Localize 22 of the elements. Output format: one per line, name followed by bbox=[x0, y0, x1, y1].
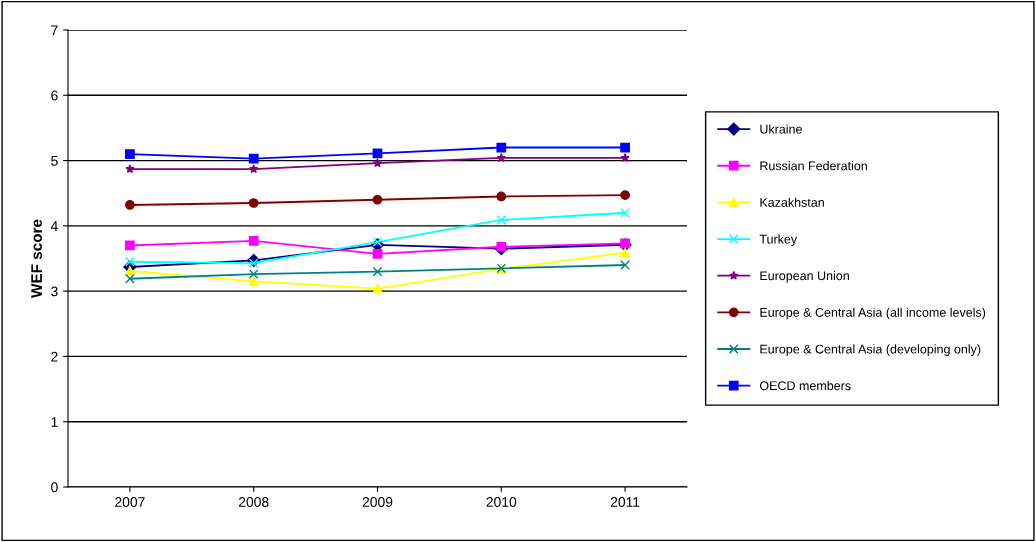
y-tick-label: 2 bbox=[51, 351, 58, 362]
x-tick-label: 2011 bbox=[610, 497, 640, 507]
y-tick-label: 3 bbox=[51, 286, 58, 297]
y-tick-label: 7 bbox=[51, 25, 58, 36]
y-tick-label: 0 bbox=[51, 482, 58, 493]
legend-label: Turkey bbox=[759, 234, 798, 246]
legend-label: OECD members bbox=[759, 380, 851, 391]
x-tick-label: 2007 bbox=[115, 497, 145, 507]
legend-label: Kazakhstan bbox=[760, 197, 824, 207]
y-tick-label: 6 bbox=[51, 90, 58, 101]
legend-label: Europe & Central Asia (all income levels) bbox=[760, 307, 986, 320]
y-tick-label: 5 bbox=[51, 156, 58, 166]
y-axis-title: WEF score bbox=[31, 219, 42, 298]
legend-label: European Union bbox=[760, 271, 849, 283]
legend-label: Ukraine bbox=[760, 124, 802, 134]
x-tick-label: 2010 bbox=[486, 497, 517, 507]
y-tick-label: 1 bbox=[51, 417, 58, 427]
y-tick-label: 4 bbox=[50, 221, 58, 231]
x-tick-label: 2009 bbox=[362, 497, 393, 507]
legend-label: Europe & Central Asia (developing only) bbox=[760, 344, 981, 356]
x-tick-label: 2008 bbox=[238, 497, 269, 507]
legend-label: Russian Federation bbox=[760, 161, 867, 171]
